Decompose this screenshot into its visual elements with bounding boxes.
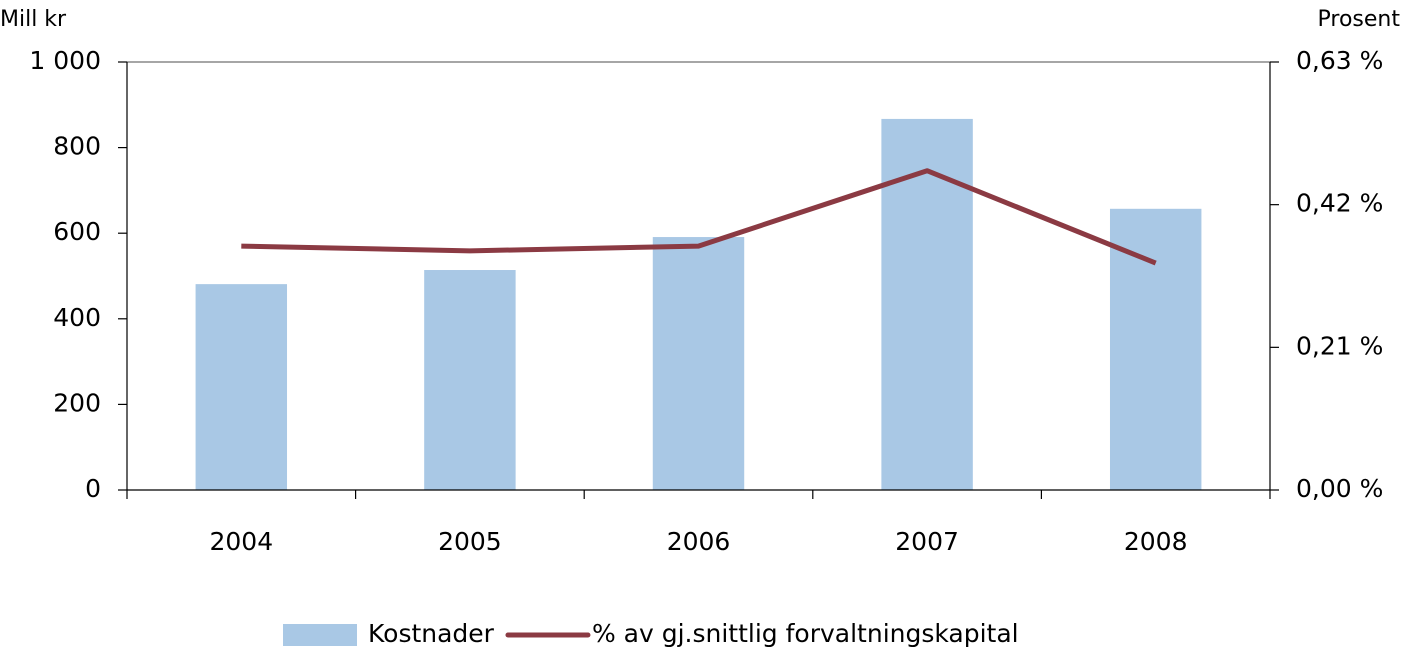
legend-label: Kostnader: [368, 619, 495, 648]
y-axis-label: Mill kr: [0, 7, 67, 32]
y-tick-label: 400: [53, 303, 101, 332]
y-tick-label: 600: [53, 217, 101, 246]
bar: [195, 284, 288, 490]
y-tick-label: 800: [53, 132, 101, 161]
y-tick-label: 200: [53, 388, 101, 417]
y2-tick-label: 0,63 %: [1296, 46, 1383, 75]
x-tick-label: 2007: [895, 527, 959, 556]
bar: [424, 270, 516, 490]
y2-tick-label: 0,21 %: [1296, 331, 1383, 360]
x-tick-label: 2005: [438, 527, 502, 556]
bar: [1109, 208, 1202, 490]
bar: [881, 118, 973, 490]
y2-axis-label: Prosent: [1318, 7, 1401, 32]
y2-tick-label: 0,00 %: [1296, 474, 1383, 503]
legend-swatch: [283, 624, 357, 646]
x-tick-label: 2008: [1124, 527, 1188, 556]
y-tick-label: 0: [85, 474, 101, 503]
x-tick-label: 2004: [209, 527, 273, 556]
bar: [652, 237, 745, 490]
line: [241, 168, 1157, 266]
y2-tick-label: 0,42 %: [1296, 189, 1383, 218]
x-tick-label: 2006: [667, 527, 731, 556]
legend-label: % av gj.snittlig forvaltningskapital: [592, 619, 1019, 648]
y-tick-label: 1 000: [29, 46, 101, 75]
